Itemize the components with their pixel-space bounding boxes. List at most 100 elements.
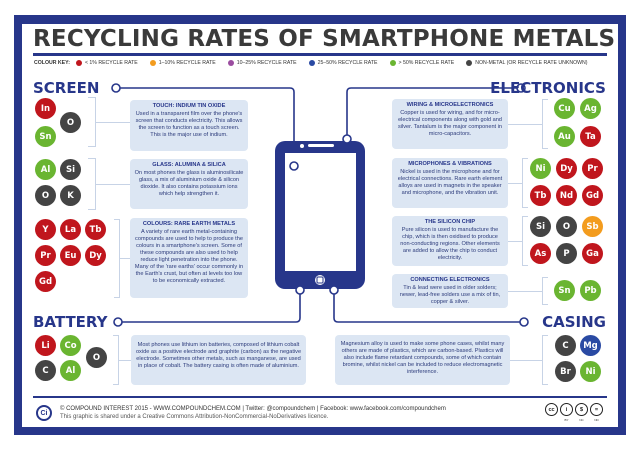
casing-line: [333, 292, 520, 323]
info-box-colours: COLOURS: RARE EARTH METALS A variety of …: [130, 218, 248, 298]
element-tile: Co: [60, 335, 81, 356]
element-tile: Al: [60, 360, 81, 381]
info-box-battery: Most phones use lithium ion batteries, c…: [131, 335, 306, 385]
connector: [120, 258, 130, 259]
info-text: Most phones use lithium ion batteries, c…: [135, 342, 302, 369]
info-text: Used in a transparent film over the phon…: [135, 111, 243, 138]
footer-credit: © COMPOUND INTEREST 2015 - WWW.COMPOUNDC…: [60, 406, 446, 412]
info-text: Tin & lead were used in older solders; n…: [399, 285, 501, 305]
element-tile: As: [530, 243, 551, 264]
element-tile: Tb: [530, 185, 551, 206]
element-tile: Sb: [582, 216, 603, 237]
info-text: Nickel is used in the microphone and for…: [397, 169, 503, 196]
key-dot: [308, 60, 315, 66]
element-tile: O: [556, 216, 577, 237]
by-attribution-icon: i: [560, 403, 573, 416]
element-tile: C: [555, 335, 576, 356]
connector: [96, 184, 130, 185]
element-tile: Li: [35, 335, 56, 356]
nc-label: NC: [579, 418, 584, 422]
by-label: BY: [564, 418, 569, 422]
noderivatives-icon: =: [590, 403, 603, 416]
key-item-red: < 1% RECYCLE RATE: [75, 60, 138, 66]
noncommercial-icon: $: [575, 403, 588, 416]
info-heading: CONNECTING ELECTRONICS: [410, 277, 490, 283]
info-heading: COLOURS: RARE EARTH METALS: [142, 221, 236, 227]
element-tile: Si: [60, 159, 81, 180]
element-tile: Gd: [582, 185, 603, 206]
bracket: [542, 99, 548, 149]
element-tile: Si: [530, 216, 551, 237]
screen-line: [120, 87, 295, 163]
screen-node: [111, 83, 121, 93]
poster-title: RECYCLING RATES OF SMARTPHONE METALS: [33, 26, 616, 52]
element-tile: Ga: [582, 243, 603, 264]
connector: [508, 124, 542, 125]
element-tile: Pb: [580, 280, 601, 301]
bracket: [114, 219, 120, 298]
connector: [119, 360, 131, 361]
bracket: [88, 97, 96, 147]
key-item-blue: 25–50% RECYCLE RATE: [308, 60, 378, 66]
section-title-electronics: ELECTRONICS: [490, 79, 606, 97]
key-label: < 1% RECYCLE RATE: [84, 60, 138, 66]
element-tile: Br: [555, 361, 576, 382]
element-tile: Mg: [580, 335, 601, 356]
bracket: [542, 335, 548, 385]
connector: [508, 291, 542, 292]
battery-node: [113, 317, 123, 327]
element-tile: Ni: [530, 158, 551, 179]
info-text: A variety of rare earth metal-containing…: [134, 229, 244, 284]
key-label: NON-METAL (OR RECYCLE RATE UNKNOWN): [475, 60, 588, 66]
info-box-wiring: WIRING & MICROELECTRONICS Copper is used…: [392, 99, 508, 149]
info-box-connecting: CONNECTING ELECTRONICS Tin & lead were u…: [392, 274, 508, 308]
info-text: On most phones the glass is aluminosilic…: [134, 170, 244, 197]
connector: [96, 122, 130, 123]
bracket: [542, 277, 548, 305]
info-box-microphones: MICROPHONES & VIBRATIONS Nickel is used …: [392, 158, 508, 208]
key-item-purple: 10–25% RECYCLE RATE: [227, 60, 297, 66]
key-label: 25–50% RECYCLE RATE: [317, 60, 378, 66]
element-tile: In: [35, 98, 56, 119]
info-heading: THE SILICON CHIP: [424, 219, 476, 225]
smartphone-icon: [275, 141, 365, 289]
info-text: Copper is used for wiring, and for micro…: [397, 110, 503, 137]
element-tile: Nd: [556, 185, 577, 206]
nd-label: ND: [594, 418, 599, 422]
electronics-line: [346, 87, 517, 139]
info-box-silicon-chip: THE SILICON CHIP Pure silicon is used to…: [392, 216, 508, 266]
element-tile: O: [35, 185, 56, 206]
element-tile: K: [60, 185, 81, 206]
element-tile: La: [60, 219, 81, 240]
key-dot: [466, 60, 473, 66]
key-dot: [389, 60, 396, 66]
element-tile: Pr: [582, 158, 603, 179]
connector: [508, 183, 522, 184]
info-heading: WIRING & MICROELECTRONICS: [406, 102, 494, 108]
section-title-casing: CASING: [542, 313, 606, 331]
info-heading: MICROPHONES & VIBRATIONS: [408, 161, 492, 167]
cc-icon: cc: [545, 403, 558, 416]
colour-key-label: COLOUR KEY:: [34, 60, 70, 66]
element-tile: Sn: [35, 126, 56, 147]
element-tile: Ta: [580, 126, 601, 147]
element-tile: Au: [554, 126, 575, 147]
electronics-node: [516, 83, 526, 93]
info-heading: TOUCH: INDIUM TIN OXIDE: [152, 103, 226, 109]
element-tile: Pr: [35, 245, 56, 266]
element-tile: O: [60, 112, 81, 133]
bracket: [113, 335, 119, 385]
info-box-glass: GLASS: ALUMINA & SILICA On most phones t…: [130, 159, 248, 209]
key-dot: [227, 60, 234, 66]
key-label: 1–10% RECYCLE RATE: [158, 60, 216, 66]
element-tile: Tb: [85, 219, 106, 240]
key-item-grey: NON-METAL (OR RECYCLE RATE UNKNOWN): [466, 60, 588, 66]
element-tile: Dy: [556, 158, 577, 179]
key-item-orange: 1–10% RECYCLE RATE: [149, 60, 216, 66]
info-text: Pure silicon is used to manufacture the …: [400, 227, 500, 261]
element-tile: O: [86, 347, 107, 368]
footer-licence-text: This graphic is shared under a Creative …: [60, 414, 329, 420]
key-dot: [149, 60, 156, 66]
bracket: [522, 216, 528, 266]
